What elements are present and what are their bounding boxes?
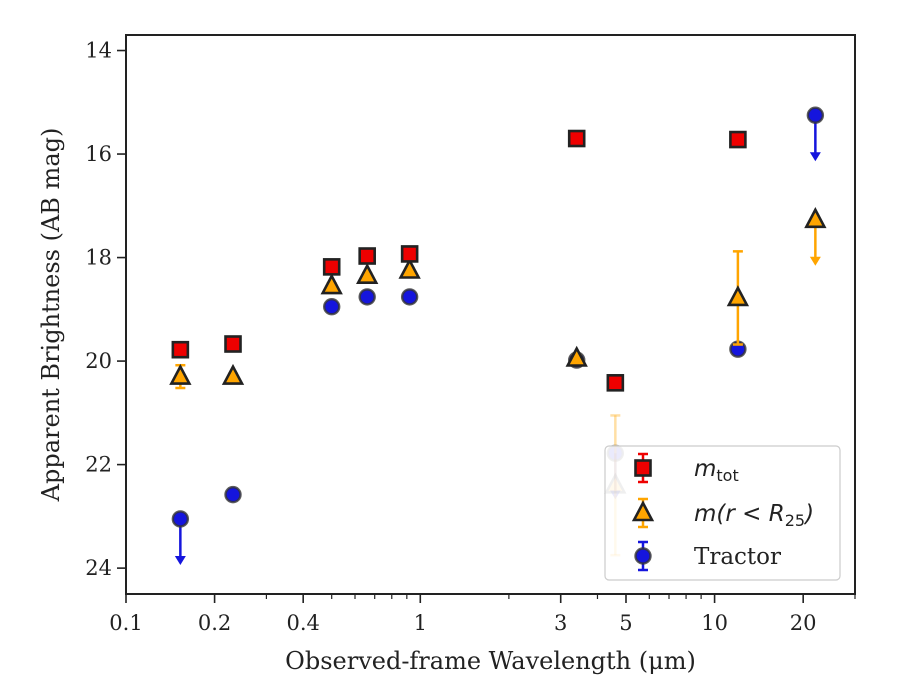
marker-circle	[224, 485, 242, 504]
marker-square	[224, 335, 242, 353]
data-point-triangle	[320, 273, 343, 295]
data-point-triangle	[804, 207, 827, 266]
marker-triangle	[320, 273, 343, 295]
x-axis-title: Observed-frame Wavelength (μm)	[285, 647, 696, 675]
axes: 0.1 0.2 0.4 1 3 5 10 20 14 16 18 20 22 24 Observed-fra…	[37, 34, 856, 675]
x-tick-label: 0.4	[286, 611, 319, 635]
data-point-square	[358, 247, 376, 265]
data-point-square	[400, 245, 419, 263]
legend-label: Tractor	[694, 544, 781, 570]
marker-square	[729, 130, 747, 149]
marker-square	[567, 129, 586, 148]
marker-triangle	[726, 285, 750, 307]
data-point-circle	[171, 510, 190, 565]
x-tick-label: 0.2	[198, 611, 231, 635]
series-square	[171, 129, 747, 392]
y-tick-label: 22	[85, 453, 112, 477]
data-point-triangle	[398, 257, 421, 279]
upper-limit-arrow	[809, 152, 821, 162]
x-tick-label: 10	[701, 611, 728, 635]
y-tick-label: 20	[85, 349, 112, 373]
data-point-triangle	[169, 363, 192, 390]
y-tick-label: 16	[85, 142, 112, 166]
x-tick-label: 5	[619, 611, 632, 635]
series-triangle	[169, 207, 827, 557]
marker-circle	[171, 510, 190, 528]
marker-square	[400, 245, 419, 263]
marker-triangle	[565, 345, 588, 367]
marker-square	[358, 247, 376, 265]
marker-square	[606, 374, 625, 392]
legend-marker-circle	[634, 547, 652, 565]
data-point-triangle	[356, 262, 379, 284]
data-point-square	[171, 340, 190, 359]
x-tick-label: 0.1	[109, 611, 142, 635]
plot-marks	[169, 106, 827, 565]
y-tick-label: 14	[85, 39, 112, 63]
marker-square	[171, 340, 190, 359]
data-point-square	[322, 258, 341, 276]
data-point-square	[224, 335, 242, 353]
data-point-circle	[400, 288, 419, 306]
marker-triangle	[398, 257, 421, 279]
marker-triangle	[169, 363, 192, 385]
marker-circle	[323, 298, 341, 316]
x-tick-label: 20	[790, 611, 817, 635]
legend-entry: Tractor	[634, 540, 781, 572]
y-tick-label: 24	[85, 556, 112, 580]
data-point-circle	[806, 106, 825, 162]
data-point-square	[567, 129, 586, 148]
data-point-triangle	[565, 345, 588, 367]
marker-circle	[806, 106, 825, 124]
upper-limit-arrow	[174, 555, 186, 565]
legend-box	[604, 445, 841, 581]
x-tick-label: 3	[554, 611, 567, 635]
marker-square	[322, 258, 341, 276]
plot-frame	[125, 34, 856, 595]
data-point-triangle	[726, 250, 750, 346]
data-point-circle	[224, 485, 242, 504]
marker-triangle	[804, 207, 827, 229]
data-point-circle	[323, 298, 341, 316]
legend-marker-triangle	[631, 500, 655, 522]
y-tick-label: 18	[85, 246, 112, 270]
x-tick-label: 1	[414, 611, 427, 635]
marker-circle	[358, 288, 376, 306]
data-point-triangle	[221, 363, 245, 385]
marker-triangle	[356, 262, 379, 284]
data-point-square	[729, 130, 747, 149]
data-point-circle	[358, 288, 376, 306]
legend-marker-square	[634, 459, 652, 477]
data-point-square	[606, 374, 625, 392]
y-axis-title: Apparent Brightness (AB mag)	[37, 128, 65, 503]
marker-triangle	[221, 363, 245, 385]
marker-circle	[400, 288, 419, 306]
upper-limit-arrow	[809, 256, 821, 266]
